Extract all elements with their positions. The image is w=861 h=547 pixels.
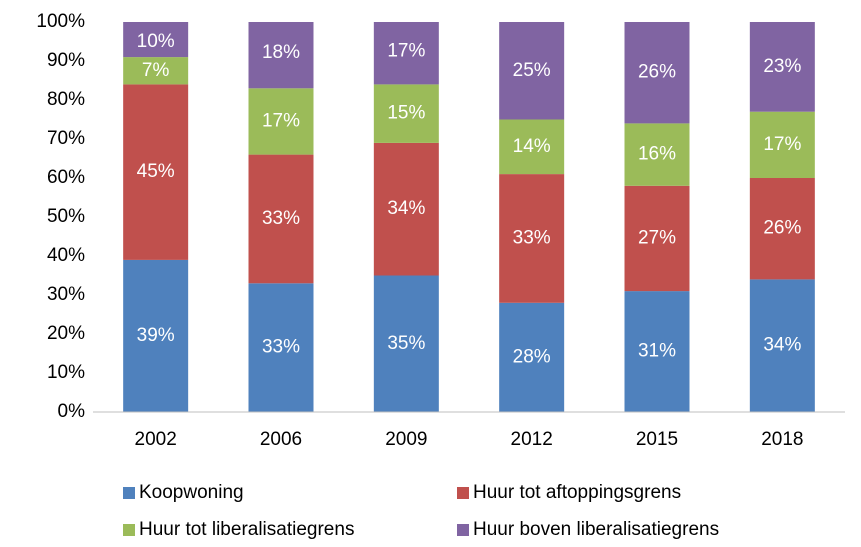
bar-segment: [749, 111, 815, 178]
data-label: 14%: [513, 136, 551, 157]
x-tick-label: 2018: [761, 429, 803, 450]
y-tick-label: 30%: [47, 284, 85, 305]
legend-swatch: [123, 487, 135, 499]
y-tick-label: 90%: [47, 50, 85, 71]
data-label: 26%: [638, 62, 676, 83]
x-tick-label: 2009: [385, 429, 427, 450]
data-label: 33%: [262, 208, 300, 229]
plot-area: [123, 22, 815, 412]
bar-segment: [373, 84, 439, 143]
bar-segment: [499, 119, 565, 175]
legend-label: Koopwoning: [139, 482, 244, 503]
data-label: 31%: [638, 341, 676, 362]
bar-segment: [123, 259, 189, 412]
bar-segment: [373, 22, 439, 85]
data-label: 33%: [513, 227, 551, 248]
y-tick-label: 50%: [47, 206, 85, 227]
data-label: 7%: [142, 60, 170, 81]
bar-segment: [749, 279, 815, 412]
legend-swatch: [457, 487, 469, 499]
x-tick-label: 2015: [636, 429, 678, 450]
bar-segment: [624, 185, 690, 292]
bar-segment: [499, 302, 565, 412]
bar-segment: [248, 88, 314, 155]
y-tick-label: 70%: [47, 128, 85, 149]
bar-segment: [123, 84, 189, 260]
x-tick-label: 2006: [260, 429, 302, 450]
bar-segment: [624, 291, 690, 412]
data-label: 34%: [763, 335, 801, 356]
y-tick-label: 60%: [47, 167, 85, 188]
legend-label: Huur boven liberalisatiegrens: [473, 519, 719, 540]
bar-segment: [499, 174, 565, 303]
x-tick-label: 2012: [511, 429, 553, 450]
data-label: 16%: [638, 144, 676, 165]
legend-swatch: [457, 524, 469, 536]
data-label: 18%: [262, 42, 300, 63]
data-label: 17%: [387, 40, 425, 61]
bar-segment: [123, 57, 189, 85]
bar-segment: [749, 178, 815, 280]
x-tick-label: 2002: [135, 429, 177, 450]
data-label: 33%: [262, 337, 300, 358]
data-label: 35%: [387, 333, 425, 354]
data-label: 28%: [513, 346, 551, 367]
bar-segment: [123, 22, 189, 58]
data-label: 27%: [638, 227, 676, 248]
data-label: 17%: [262, 110, 300, 131]
data-label: 39%: [137, 325, 175, 346]
bar-segment: [248, 154, 314, 284]
data-label: 10%: [137, 31, 175, 52]
data-label: 17%: [763, 134, 801, 155]
bar-segment: [499, 22, 565, 120]
legend-swatch: [123, 524, 135, 536]
data-label: 25%: [513, 60, 551, 81]
data-label: 45%: [137, 161, 175, 182]
data-label: 26%: [763, 218, 801, 239]
y-tick-label: 40%: [47, 245, 85, 266]
y-tick-label: 100%: [36, 11, 85, 32]
bar-segment: [373, 275, 439, 412]
bar-segment: [248, 22, 314, 89]
data-label: 34%: [387, 198, 425, 219]
y-tick-label: 20%: [47, 323, 85, 344]
legend-label: Huur tot aftoppingsgrens: [473, 482, 681, 503]
bar-segment: [248, 283, 314, 412]
bar-segment: [624, 123, 690, 186]
data-label: 23%: [763, 56, 801, 77]
legend-label: Huur tot liberalisatiegrens: [139, 519, 354, 540]
bar-segment: [749, 22, 815, 112]
y-tick-label: 10%: [47, 362, 85, 383]
y-tick-label: 0%: [58, 401, 86, 422]
data-label: 15%: [387, 103, 425, 124]
bar-segment: [624, 22, 690, 124]
bar-segment: [373, 142, 439, 276]
y-tick-label: 80%: [47, 89, 85, 110]
